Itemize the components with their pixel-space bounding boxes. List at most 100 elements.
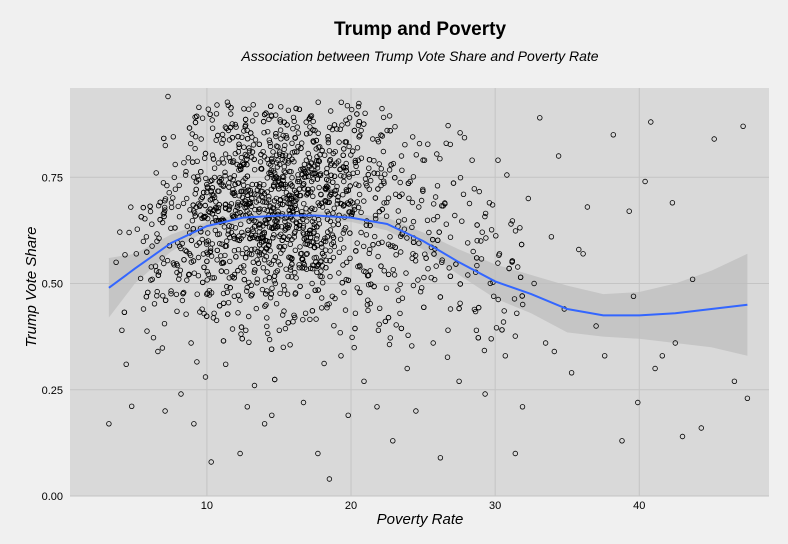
data-point: [246, 148, 253, 154]
data-point: [450, 180, 457, 186]
data-point: [192, 119, 199, 126]
data-point: [250, 142, 257, 148]
data-point: [213, 217, 219, 224]
data-point: [180, 290, 186, 297]
data-point: [301, 236, 307, 242]
data-point: [289, 261, 295, 267]
data-point: [669, 200, 676, 206]
data-point: [200, 251, 207, 257]
data-point: [295, 143, 301, 150]
data-point: [362, 110, 368, 116]
data-point: [289, 140, 295, 146]
data-point: [244, 192, 251, 198]
data-point: [479, 229, 485, 235]
data-point: [123, 361, 129, 367]
data-point: [473, 327, 480, 333]
data-point: [341, 289, 347, 296]
data-point: [235, 133, 241, 140]
data-point: [227, 258, 233, 265]
data-point: [346, 171, 352, 177]
data-point: [199, 236, 205, 243]
data-point: [410, 239, 417, 245]
data-point: [447, 234, 454, 240]
data-point: [337, 166, 343, 173]
data-point: [278, 250, 284, 256]
data-point: [512, 450, 518, 457]
data-point: [426, 229, 432, 236]
data-point: [263, 199, 270, 205]
data-point: [410, 282, 417, 289]
data-point: [299, 140, 305, 146]
data-point: [335, 158, 342, 164]
data-point: [452, 212, 458, 219]
data-point: [396, 218, 402, 224]
data-point: [239, 194, 246, 200]
data-point: [343, 164, 349, 171]
data-point: [354, 145, 361, 151]
data-point: [499, 327, 505, 333]
data-point: [262, 237, 268, 244]
data-point: [298, 145, 304, 151]
data-point: [476, 188, 482, 195]
data-point: [257, 159, 264, 165]
data-point: [355, 263, 361, 270]
data-point: [378, 132, 384, 138]
data-point: [421, 304, 427, 310]
data-point: [294, 149, 300, 155]
data-point: [291, 149, 298, 155]
data-point: [170, 260, 176, 266]
data-point: [301, 186, 308, 192]
data-point: [264, 175, 270, 181]
data-point: [347, 183, 353, 189]
data-point: [185, 155, 192, 161]
data-point: [207, 248, 214, 254]
data-point: [288, 168, 294, 175]
data-point: [279, 156, 285, 163]
data-point: [456, 305, 462, 312]
data-point: [420, 188, 426, 194]
data-point: [106, 421, 112, 427]
data-point: [495, 157, 501, 163]
data-point: [244, 153, 250, 159]
data-point: [482, 213, 488, 220]
data-point: [180, 200, 187, 207]
data-point: [648, 119, 654, 125]
data-point: [242, 255, 249, 261]
data-point: [218, 268, 225, 274]
data-point: [493, 233, 499, 239]
data-point: [194, 291, 200, 297]
data-point: [253, 111, 259, 118]
data-point: [246, 251, 253, 257]
data-point: [184, 277, 190, 283]
data-point: [246, 279, 252, 286]
data-point: [439, 259, 445, 265]
data-point: [318, 200, 325, 206]
data-point: [249, 195, 255, 202]
data-point: [367, 268, 373, 274]
data-point: [210, 315, 217, 321]
data-point: [349, 106, 355, 113]
data-point: [672, 340, 678, 346]
data-point: [140, 306, 147, 312]
data-point: [379, 239, 385, 245]
data-point: [276, 244, 282, 250]
data-point: [344, 102, 351, 109]
data-point: [277, 290, 283, 297]
data-point: [537, 115, 543, 121]
data-point: [172, 161, 178, 168]
data-point: [227, 175, 233, 181]
data-point: [548, 234, 555, 240]
data-point: [209, 241, 215, 247]
data-point: [290, 319, 296, 325]
data-point: [204, 230, 211, 236]
data-point: [504, 172, 510, 178]
data-point: [512, 228, 519, 234]
data-point: [208, 459, 214, 465]
data-point: [285, 273, 291, 280]
data-point: [374, 404, 380, 410]
data-point: [238, 324, 245, 330]
data-point: [287, 181, 294, 187]
data-point: [353, 181, 359, 187]
data-point: [147, 208, 154, 215]
data-point: [309, 165, 315, 172]
